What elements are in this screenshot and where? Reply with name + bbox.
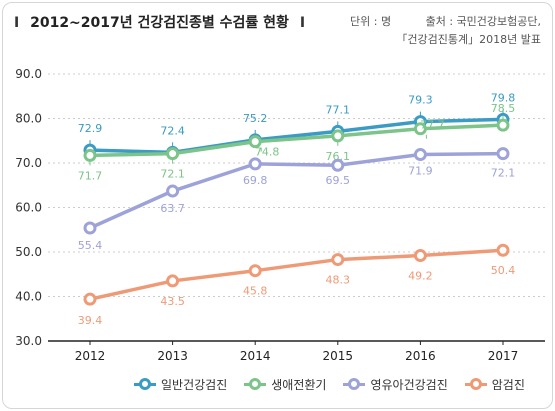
legend-item-infant: 영유아건강검진: [343, 376, 448, 393]
legend-marker-infant: [343, 378, 366, 390]
data-label-general: 72.4: [160, 124, 185, 137]
series-line-infant: [89, 151, 504, 230]
data-point-cancer: [248, 264, 262, 278]
legend-circle-icon: [249, 378, 262, 390]
x-tick-label: 2014: [240, 349, 271, 363]
data-point-lifecycle: [166, 147, 180, 161]
y-tick-label: 60.0: [15, 201, 42, 215]
data-point-cancer: [331, 253, 345, 267]
data-point-cancer: [83, 292, 97, 306]
y-tick-label: 30.0: [15, 334, 42, 348]
y-tick-label: 50.0: [15, 245, 42, 259]
series-line-lifecycle: [89, 123, 504, 158]
source-line-2: 「건강검진통계」2018년 발표: [396, 33, 541, 46]
data-point-infant: [331, 158, 345, 172]
series-line-general: [89, 117, 504, 155]
legend-circle-icon: [348, 378, 361, 390]
data-point-lifecycle: [413, 122, 427, 136]
source-note: 출처 : 국민건강보험공단, 「건강검진통계」2018년 발표: [396, 13, 541, 49]
data-label-cancer: 43.5: [160, 295, 185, 308]
title-bar-left: I: [14, 15, 20, 31]
x-tick-label: 2013: [157, 349, 188, 363]
legend-label: 생애전환기: [271, 378, 327, 392]
series-line-cancer: [89, 248, 504, 301]
legend-circle-icon: [469, 378, 482, 390]
data-label-general: 77.1: [326, 103, 351, 116]
legend-item-general: 일반건강검진: [134, 376, 227, 393]
legend-marker-general: [134, 378, 156, 390]
y-tick-label: 40.0: [15, 290, 42, 304]
data-label-infant: 55.4: [78, 239, 103, 252]
data-label-general: 75.2: [243, 112, 268, 125]
data-point-infant: [413, 148, 427, 162]
data-label-infant: 63.7: [160, 202, 185, 215]
y-tick-label: 90.0: [15, 67, 42, 81]
legend-label: 암검진: [491, 378, 525, 392]
source-line-1: 출처 : 국민건강보험공단,: [425, 15, 541, 28]
title-text: 2012~2017년 건강검진종별 수검률 현황: [30, 15, 289, 31]
legend-marker-lifecycle: [244, 378, 267, 390]
data-point-infant: [496, 147, 510, 161]
y-tick-label: 80.0: [15, 112, 42, 126]
data-label-lifecycle: 74.8: [255, 146, 280, 159]
title-bar-right: I: [299, 15, 306, 31]
data-point-infant: [166, 184, 180, 198]
x-tick-label: 2015: [323, 349, 354, 363]
data-label-infant: 69.8: [243, 174, 268, 187]
data-label-lifecycle: 78.5: [491, 102, 516, 115]
legend-item-lifecycle: 생애전환기: [244, 376, 326, 393]
data-label-cancer: 50.4: [491, 264, 516, 277]
data-label-general: 79.3: [408, 94, 433, 107]
data-label-general: 79.8: [491, 91, 516, 104]
legend-marker-cancer: [464, 378, 487, 390]
legend-circle-icon: [139, 378, 151, 390]
data-label-lifecycle: 76.1: [326, 150, 351, 163]
data-label-cancer: 39.4: [78, 314, 103, 327]
y-tick-label: 70.0: [15, 156, 42, 170]
x-tick-label: 2012: [75, 349, 106, 363]
legend-item-cancer: 암검진: [464, 376, 525, 393]
legend-label: 영유아건강검진: [370, 378, 448, 392]
data-label-cancer: 45.8: [243, 285, 268, 298]
data-label-infant: 72.1: [491, 167, 516, 180]
data-label-lifecycle: 77.7: [420, 119, 445, 132]
x-tick-label: 2017: [488, 349, 519, 363]
data-label-infant: 71.9: [408, 165, 433, 178]
chart-title: I 2012~2017년 건강검진종별 수검률 현황 I: [14, 12, 305, 32]
data-label-cancer: 48.3: [326, 274, 351, 287]
data-point-cancer: [413, 249, 427, 263]
data-point-infant: [248, 157, 262, 171]
unit-label: 단위 : 명: [350, 15, 392, 28]
data-label-lifecycle: 72.1: [160, 168, 185, 181]
data-point-cancer: [496, 243, 510, 257]
data-point-infant: [83, 221, 97, 235]
data-point-lifecycle: [83, 148, 97, 162]
data-point-cancer: [166, 274, 180, 288]
data-label-lifecycle: 71.7: [78, 169, 103, 182]
data-label-infant: 69.5: [326, 174, 351, 187]
data-point-lifecycle: [331, 129, 345, 143]
x-tick-label: 2016: [405, 349, 436, 363]
data-label-cancer: 49.2: [408, 270, 433, 283]
legend: 일반건강검진 생애전환기 영유아건강검진 암검진: [134, 376, 525, 393]
data-point-lifecycle: [248, 135, 262, 149]
data-label-general: 72.9: [78, 122, 103, 135]
data-point-lifecycle: [496, 118, 510, 132]
legend-label: 일반건강검진: [161, 378, 228, 392]
